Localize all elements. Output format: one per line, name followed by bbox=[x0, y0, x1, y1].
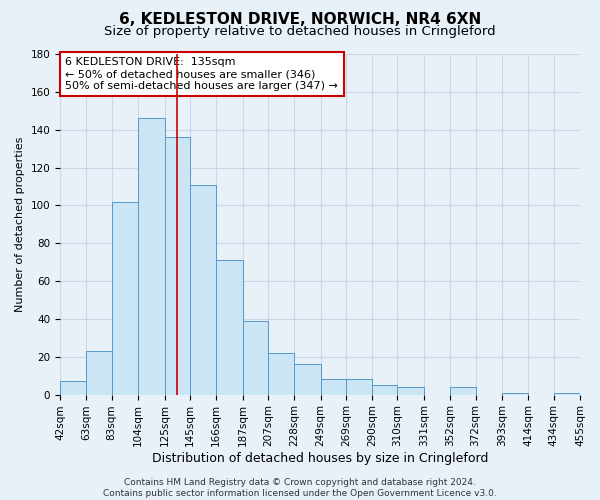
Bar bbox=[320, 380, 346, 394]
X-axis label: Distribution of detached houses by size in Cringleford: Distribution of detached houses by size … bbox=[152, 452, 488, 465]
Bar bbox=[346, 380, 372, 394]
Y-axis label: Number of detached properties: Number of detached properties bbox=[15, 136, 25, 312]
Bar bbox=[60, 382, 86, 394]
Bar bbox=[554, 392, 580, 394]
Text: Size of property relative to detached houses in Cringleford: Size of property relative to detached ho… bbox=[104, 25, 496, 38]
Bar bbox=[502, 392, 529, 394]
Bar bbox=[112, 202, 138, 394]
Text: 6, KEDLESTON DRIVE, NORWICH, NR4 6XN: 6, KEDLESTON DRIVE, NORWICH, NR4 6XN bbox=[119, 12, 481, 28]
Bar bbox=[294, 364, 320, 394]
Text: Contains HM Land Registry data © Crown copyright and database right 2024.
Contai: Contains HM Land Registry data © Crown c… bbox=[103, 478, 497, 498]
Bar bbox=[242, 321, 268, 394]
Bar bbox=[164, 138, 190, 394]
Bar bbox=[268, 353, 294, 395]
Bar bbox=[86, 351, 112, 395]
Text: 6 KEDLESTON DRIVE:  135sqm
← 50% of detached houses are smaller (346)
50% of sem: 6 KEDLESTON DRIVE: 135sqm ← 50% of detac… bbox=[65, 58, 338, 90]
Bar bbox=[190, 184, 216, 394]
Bar bbox=[216, 260, 242, 394]
Bar bbox=[451, 387, 476, 394]
Bar bbox=[372, 385, 397, 394]
Bar bbox=[138, 118, 164, 394]
Bar bbox=[397, 387, 424, 394]
